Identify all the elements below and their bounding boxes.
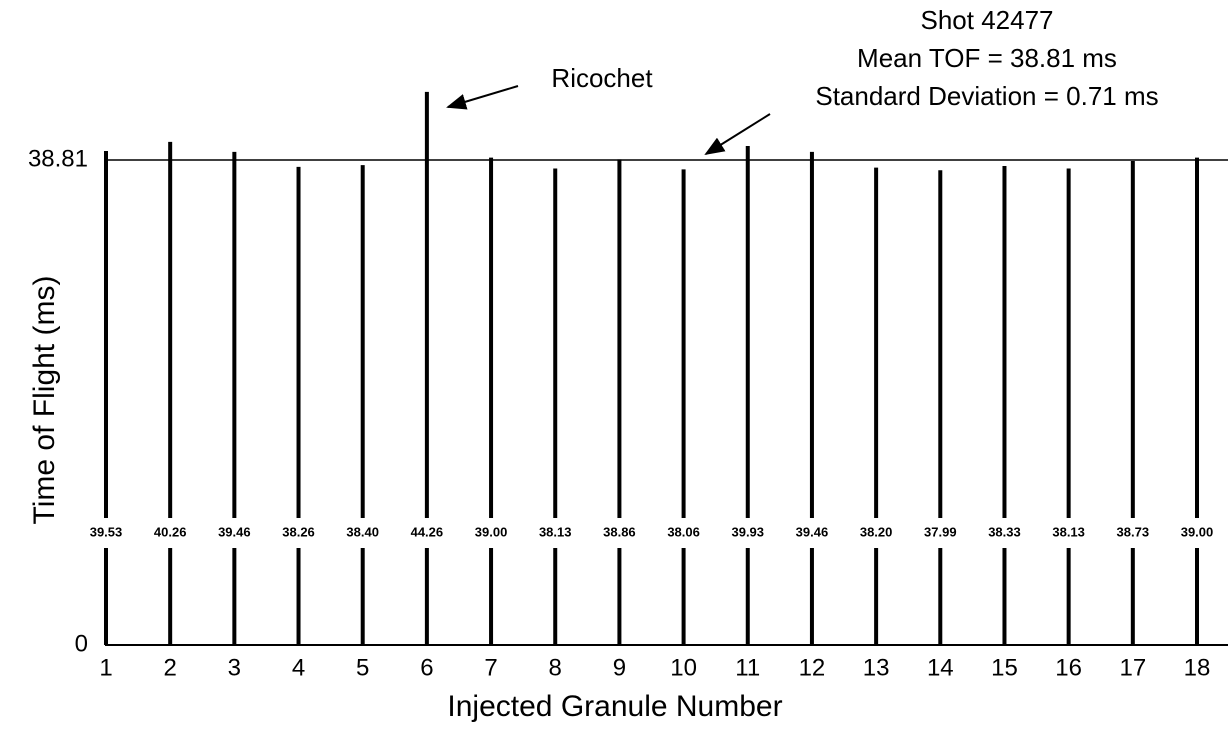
label-background: [140, 518, 201, 548]
x-tick-label: 6: [420, 654, 433, 681]
chart-title: Shot 42477: [920, 5, 1053, 35]
bar: [232, 151, 237, 646]
bar: [809, 151, 814, 646]
data-label: 44.26: [411, 524, 444, 539]
data-label: 38.20: [860, 524, 893, 539]
x-tick-label: 7: [484, 654, 497, 681]
data-label: 40.26: [154, 524, 187, 539]
bar: [168, 141, 173, 645]
label-background: [910, 518, 971, 548]
bar: [104, 151, 108, 645]
bar: [745, 146, 750, 645]
data-label: 39.00: [1181, 524, 1214, 539]
x-tick-label: 11: [735, 654, 760, 681]
bar: [874, 167, 879, 645]
data-label: 38.33: [988, 524, 1021, 539]
chart-title: Standard Deviation = 0.71 ms: [815, 81, 1158, 111]
y-axis-label: Time of Flight (ms): [28, 276, 61, 525]
label-background: [1038, 518, 1099, 548]
bar: [489, 157, 494, 645]
x-tick-label: 12: [799, 654, 826, 681]
label-background: [204, 518, 265, 548]
annotation-arrow: [446, 85, 519, 110]
label-background: [268, 518, 329, 548]
data-label: 38.73: [1117, 524, 1150, 539]
bar: [681, 169, 686, 645]
bar: [424, 91, 429, 645]
x-tick-label: 3: [228, 654, 241, 681]
data-label: 38.13: [539, 524, 572, 539]
data-label: 39.46: [796, 524, 829, 539]
label-background: [589, 518, 650, 548]
label-background: [653, 518, 714, 548]
x-tick-label: 8: [549, 654, 562, 681]
data-label: 37.99: [924, 524, 957, 539]
bar: [1195, 157, 1199, 645]
x-tick-label: 9: [613, 654, 626, 681]
x-tick-label: 2: [163, 654, 176, 681]
label-background: [1167, 518, 1227, 548]
data-label: 39.46: [218, 524, 251, 539]
x-tick-label: 4: [292, 654, 305, 681]
label-background: [781, 518, 842, 548]
bar: [1002, 165, 1007, 645]
y-tick-label: 38.81: [28, 145, 88, 172]
data-label: 39.53: [90, 524, 123, 539]
label-background: [717, 518, 778, 548]
x-tick-label: 1: [99, 654, 112, 681]
bar: [553, 168, 558, 645]
bar: [1130, 160, 1135, 645]
x-tick-label: 10: [670, 654, 697, 681]
label-background: [1102, 518, 1163, 548]
x-tick-label: 13: [863, 654, 890, 681]
x-axis-label: Injected Granule Number: [447, 690, 782, 723]
annotation-arrow: [704, 113, 771, 156]
bar: [938, 170, 943, 645]
x-tick-label: 5: [356, 654, 369, 681]
bar: [617, 159, 622, 645]
data-label: 38.13: [1052, 524, 1085, 539]
x-tick-label: 14: [927, 654, 954, 681]
label-background: [525, 518, 586, 548]
bar: [360, 165, 365, 646]
data-label: 38.86: [603, 524, 636, 539]
label-background: [76, 518, 136, 548]
x-tick-label: 17: [1119, 654, 1146, 681]
data-label: 38.26: [282, 524, 315, 539]
label-background: [461, 518, 522, 548]
data-label: 38.06: [667, 524, 700, 539]
data-label: 38.40: [346, 524, 379, 539]
data-label: 39.93: [731, 524, 764, 539]
annotation: Ricochet: [551, 63, 653, 93]
x-tick-label: 18: [1184, 654, 1211, 681]
bar: [1066, 168, 1071, 645]
bar: [296, 166, 301, 645]
x-tick-label: 16: [1055, 654, 1082, 681]
label-background: [332, 518, 393, 548]
label-background: [846, 518, 907, 548]
label-background: [974, 518, 1035, 548]
label-background: [396, 518, 457, 548]
chart-title: Mean TOF = 38.81 ms: [857, 43, 1117, 73]
x-tick-label: 15: [991, 654, 1018, 681]
y-tick-label: 0: [75, 630, 88, 657]
data-label: 39.00: [475, 524, 508, 539]
